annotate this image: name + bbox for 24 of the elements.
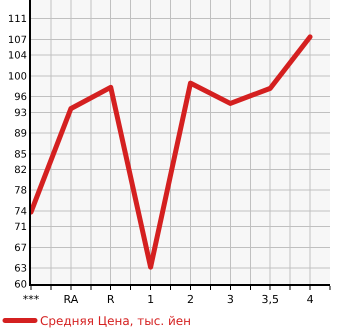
y-tick-label: 71: [14, 222, 27, 234]
y-tick-label: 82: [14, 164, 27, 176]
y-tick-label: 111: [8, 14, 27, 26]
y-tick-label: 93: [14, 108, 27, 119]
x-tick-label: R: [106, 293, 115, 306]
x-tick-label: 1: [147, 293, 154, 306]
y-tick-label: 85: [14, 149, 27, 160]
x-tick-label: ***: [22, 293, 40, 306]
legend-label: Средняя Цена, тыс. йен: [40, 314, 192, 328]
y-tick-label: 104: [8, 50, 27, 62]
y-tick-label: 89: [14, 128, 27, 140]
x-tick-label: 2: [186, 293, 194, 306]
y-tick-label: 60: [14, 279, 27, 290]
y-tick-label: 67: [14, 242, 27, 254]
x-tick-label: 3: [226, 293, 234, 306]
y-tick-label: 107: [8, 35, 27, 46]
y-tick-label: 74: [14, 206, 27, 218]
y-tick-label: 78: [14, 186, 27, 197]
y-tick-label: 96: [14, 92, 27, 104]
x-tick-label: RA: [64, 293, 79, 306]
x-tick-label: 3,5: [261, 293, 279, 306]
x-tick-label: 4: [306, 293, 314, 306]
y-tick-label: 100: [8, 71, 27, 82]
y-tick-label: 63: [14, 264, 27, 275]
